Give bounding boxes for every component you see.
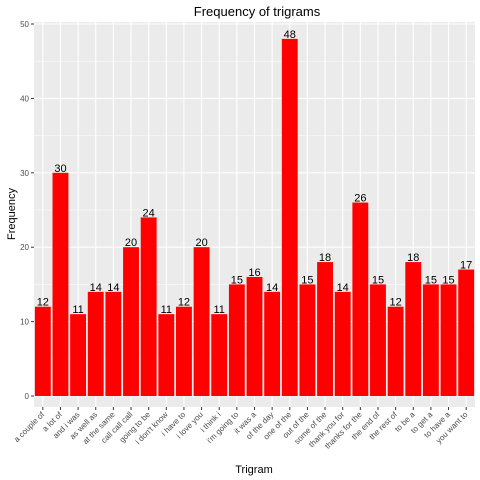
bar	[52, 172, 69, 396]
bar	[176, 306, 192, 396]
bar	[264, 291, 281, 396]
bar	[228, 284, 245, 396]
data-labels: 12 30 11 14 14 20 24 11 12 20 11 15 16 14 48 15 18 14 26 15…	[37, 29, 473, 316]
bar	[317, 262, 333, 396]
y-axis: 0 10 20 30 40 50	[20, 20, 34, 401]
y-axis-title: Frequency	[6, 188, 18, 240]
bar-value-label: 48	[284, 29, 296, 41]
bar-value-label: 16	[248, 267, 260, 279]
bar-value-label: 15	[231, 274, 243, 286]
bar-value-label: 14	[337, 282, 349, 294]
bar-value-label: 18	[319, 252, 331, 264]
bar	[123, 247, 139, 396]
bar-value-label: 30	[54, 163, 66, 175]
bar	[458, 269, 475, 396]
bar-value-label: 15	[442, 274, 454, 286]
y-tick-label: 10	[20, 318, 29, 327]
bar-value-label: 15	[372, 274, 384, 286]
bar-value-label: 14	[90, 282, 102, 294]
bar-value-label: 18	[407, 252, 419, 264]
bar	[281, 38, 298, 396]
bar	[387, 306, 404, 396]
bar-value-label: 11	[72, 304, 83, 316]
bar	[299, 284, 316, 396]
bar	[193, 247, 210, 396]
bar	[422, 284, 439, 396]
bar-value-label: 14	[266, 282, 278, 294]
bars	[34, 38, 475, 396]
bar	[158, 314, 175, 396]
bar-value-label: 20	[195, 237, 207, 249]
bar	[105, 291, 122, 396]
bar-value-label: 20	[125, 237, 137, 249]
bar-value-label: 12	[389, 297, 401, 309]
bar	[405, 262, 422, 396]
bar	[70, 314, 87, 396]
y-tick-label: 40	[20, 94, 29, 103]
bar-value-label: 15	[425, 274, 437, 286]
bar	[246, 276, 263, 396]
bar-value-label: 26	[354, 193, 366, 205]
bar-value-label: 15	[301, 274, 313, 286]
bar	[352, 202, 369, 396]
y-tick-label: 20	[20, 243, 29, 252]
bar-value-label: 17	[460, 260, 472, 272]
bar	[370, 284, 386, 396]
bar	[34, 306, 51, 396]
bar-value-label: 14	[107, 282, 119, 294]
bar-value-label: 24	[143, 207, 155, 219]
bar	[211, 314, 228, 396]
bar-value-label: 12	[37, 297, 49, 309]
bar-value-label: 11	[161, 304, 172, 316]
bar	[440, 284, 457, 396]
bar	[87, 291, 104, 396]
bar-value-label: 12	[178, 297, 190, 309]
chart-title: Frequency of trigrams	[194, 4, 321, 19]
y-tick-label: 50	[20, 20, 29, 29]
bar	[334, 291, 351, 396]
y-tick-label: 0	[25, 392, 30, 401]
bar-value-label: 11	[214, 304, 225, 316]
x-axis-title: Trigram	[235, 464, 272, 476]
bar	[140, 217, 157, 396]
y-tick-label: 30	[20, 169, 29, 178]
